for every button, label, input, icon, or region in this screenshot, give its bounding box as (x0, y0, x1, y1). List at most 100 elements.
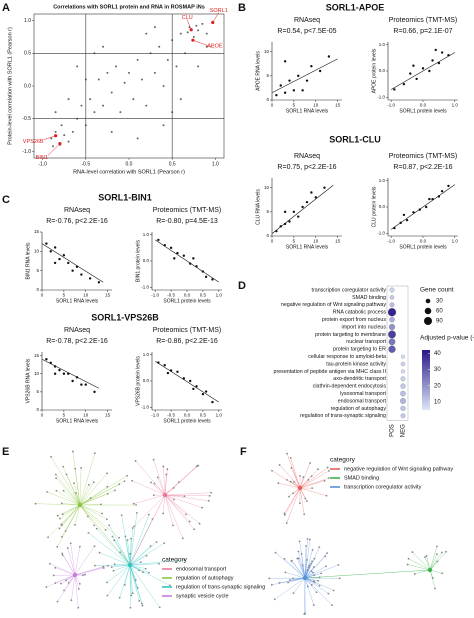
network-edge (127, 540, 131, 566)
network-edge (275, 552, 306, 579)
x-axis-label: RNA-level correlation with SORL1 (Pearso… (73, 169, 185, 175)
network-node (338, 577, 341, 580)
network-node (62, 465, 65, 468)
plot-stats: R=0.54, p<7.5E-05 (277, 28, 336, 35)
plot-stats: R=-0.80, p=4.5E-13 (156, 218, 218, 225)
network-node (283, 512, 286, 515)
data-point (58, 368, 61, 372)
network-edge (129, 564, 146, 569)
data-point (182, 254, 186, 257)
network-node (59, 517, 61, 520)
dot (400, 390, 406, 397)
data-point (176, 370, 179, 373)
network-node (113, 539, 116, 542)
network-node (284, 514, 286, 516)
network-edge (286, 487, 301, 524)
network-node (138, 600, 141, 602)
network-edge (164, 494, 203, 508)
data-point (195, 385, 198, 388)
highlight-point (211, 20, 215, 25)
network-edge (56, 490, 81, 506)
data-point (128, 71, 130, 74)
network-edge (57, 504, 81, 516)
network-node (318, 576, 321, 579)
network-edge (284, 487, 301, 514)
network-node (105, 518, 108, 521)
term-label: negative regulation of Wnt signaling pat… (281, 302, 386, 308)
network-node (312, 571, 314, 574)
network-edge (299, 480, 325, 489)
fit-line (41, 358, 100, 389)
network-node (58, 527, 61, 530)
network-node (445, 550, 447, 553)
data-point (211, 400, 214, 404)
network-edge (164, 492, 212, 496)
network-edge (284, 558, 306, 579)
network-node (84, 573, 86, 576)
network-node (131, 527, 134, 529)
annotation-arrow (212, 12, 219, 23)
network-node (195, 465, 198, 468)
network-edge (79, 493, 108, 506)
network-node (94, 564, 96, 567)
network-edge (271, 470, 301, 489)
data-point (123, 81, 126, 84)
network-node (440, 551, 443, 554)
network-node (318, 546, 321, 549)
network-node (318, 584, 321, 587)
x-axis-label: SORL1 RNA levels (56, 298, 99, 304)
x-tick-label: -0.5 (167, 293, 175, 298)
data-point (279, 84, 282, 87)
network-edge (304, 564, 339, 579)
fit-line (271, 58, 338, 94)
data-point (102, 45, 105, 48)
network-node (288, 495, 290, 498)
network-edge (55, 574, 76, 584)
x-tick-label: 5 (293, 239, 296, 244)
data-point (175, 65, 178, 68)
data-point (415, 77, 418, 81)
data-point (80, 273, 83, 276)
y-tick-label: 0.0 (379, 68, 386, 73)
network-edge (114, 540, 131, 566)
data-point (89, 98, 92, 101)
network-node (80, 466, 82, 469)
legend-label: synaptic vesicle cycle (176, 593, 229, 599)
data-point (88, 277, 92, 280)
data-point (447, 184, 450, 188)
network-edge (414, 569, 431, 575)
network-node (60, 535, 63, 538)
data-point (153, 26, 156, 29)
network-node (56, 545, 59, 548)
network-node (149, 545, 152, 548)
network-node (303, 613, 306, 616)
network-node (302, 476, 305, 479)
data-point (205, 32, 208, 35)
panel-letter: A (2, 2, 10, 14)
network-node (315, 591, 318, 594)
network-node (112, 569, 115, 572)
network-edge (129, 564, 149, 573)
network-edge (129, 514, 150, 566)
data-point (162, 85, 165, 87)
network-edge (79, 482, 94, 506)
network-edge (49, 563, 76, 576)
network-node (54, 566, 57, 569)
network-node (47, 536, 49, 539)
legend-label: regulation of autophagy (176, 575, 234, 581)
x-tick-label: 0.0 (184, 413, 191, 418)
plot-stats: R=0.87, p<2.2E-16 (393, 164, 452, 171)
colorbar (422, 350, 430, 410)
chart-title: Correlations with SORL1 protein and RNA … (53, 4, 205, 10)
term-label: SMAD binding (352, 295, 386, 301)
network-edge (129, 564, 132, 596)
network-edge (134, 494, 166, 527)
network-edge (299, 470, 330, 489)
network-edge (162, 494, 166, 514)
annotation: BIN1 (36, 155, 48, 161)
data-point (323, 186, 326, 189)
network-edge (129, 494, 166, 566)
y-axis-label: Protein-level correlation with SORL1 (Pe… (7, 27, 13, 145)
data-point (431, 59, 434, 62)
